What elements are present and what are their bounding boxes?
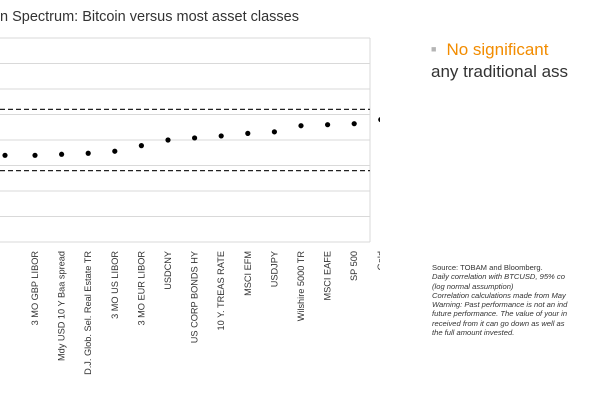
warning-line: received from it can go down as well as	[432, 318, 565, 328]
data-point	[378, 117, 380, 123]
x-tick-label: US CORP BONDS HY	[190, 251, 200, 343]
data-point	[271, 129, 277, 135]
data-point	[32, 152, 38, 158]
source-line: Daily correlation with BTCUSD, 95% co	[432, 272, 565, 282]
x-tick-label: 10 Y. TREAS RATE	[216, 251, 226, 330]
data-point	[138, 143, 144, 149]
correlation-chart: 3 MO GBP LIBOR Mdy USD 10 Y Baa spread D.J…	[0, 37, 380, 375]
confidence-band-lines	[0, 108, 370, 172]
x-tick-label: Wilshire 5000 TR	[296, 251, 306, 322]
bullet-icon: ■	[431, 44, 437, 54]
chart-title: n Spectrum: Bitcoin versus most asset cl…	[0, 9, 299, 25]
source-notes: Source: TOBAM and Bloomberg. Daily corre…	[432, 263, 600, 337]
source-line: (log normal assumption)	[432, 281, 514, 291]
x-tick-labels: 3 MO GBP LIBOR Mdy USD 10 Y Baa spread D.J…	[30, 251, 380, 375]
data-point	[165, 137, 171, 143]
data-point	[2, 152, 8, 158]
x-tick-label: Gold	[376, 251, 380, 270]
x-tick-label: 3 MO GBP LIBOR	[30, 251, 40, 326]
x-tick-label: SP 500	[349, 251, 359, 281]
x-tick-label: MSCI EAFE	[323, 251, 333, 301]
data-points	[2, 117, 380, 158]
data-point	[112, 148, 118, 154]
data-point	[59, 151, 65, 157]
warning-line: Warning: Past performance is not an ind	[432, 300, 568, 310]
data-point	[245, 130, 251, 136]
data-point	[192, 135, 198, 141]
bullet-continuation: any traditional ass	[431, 62, 569, 81]
x-tick-label: 3 MO US LIBOR	[110, 251, 120, 319]
data-point	[298, 123, 304, 129]
warning-line: the full amount invested.	[432, 328, 515, 338]
source-line: Source: TOBAM and Bloomberg.	[432, 263, 543, 272]
x-tick-label: Mdy USD 10 Y Baa spread	[57, 251, 67, 361]
data-point	[325, 122, 331, 128]
x-tick-label: USDCNY	[163, 251, 173, 290]
bullet-highlight: No significant	[446, 40, 549, 59]
warning-line: future performance. The value of your in	[432, 309, 568, 319]
bullet-point: ■ No significant	[431, 40, 549, 60]
grid-lines	[0, 37, 371, 243]
x-tick-label: 3 MO EUR LIBOR	[136, 251, 146, 326]
data-point	[85, 150, 91, 156]
x-tick-label: USDJPY	[269, 251, 279, 287]
x-tick-label: MSCI EFM	[243, 251, 253, 296]
source-line: Correlation calculations made from May	[432, 290, 566, 300]
data-point	[351, 121, 357, 127]
data-point	[218, 133, 224, 139]
x-tick-label: D.J. Glob. Sel. Real Estate TR	[83, 251, 93, 375]
